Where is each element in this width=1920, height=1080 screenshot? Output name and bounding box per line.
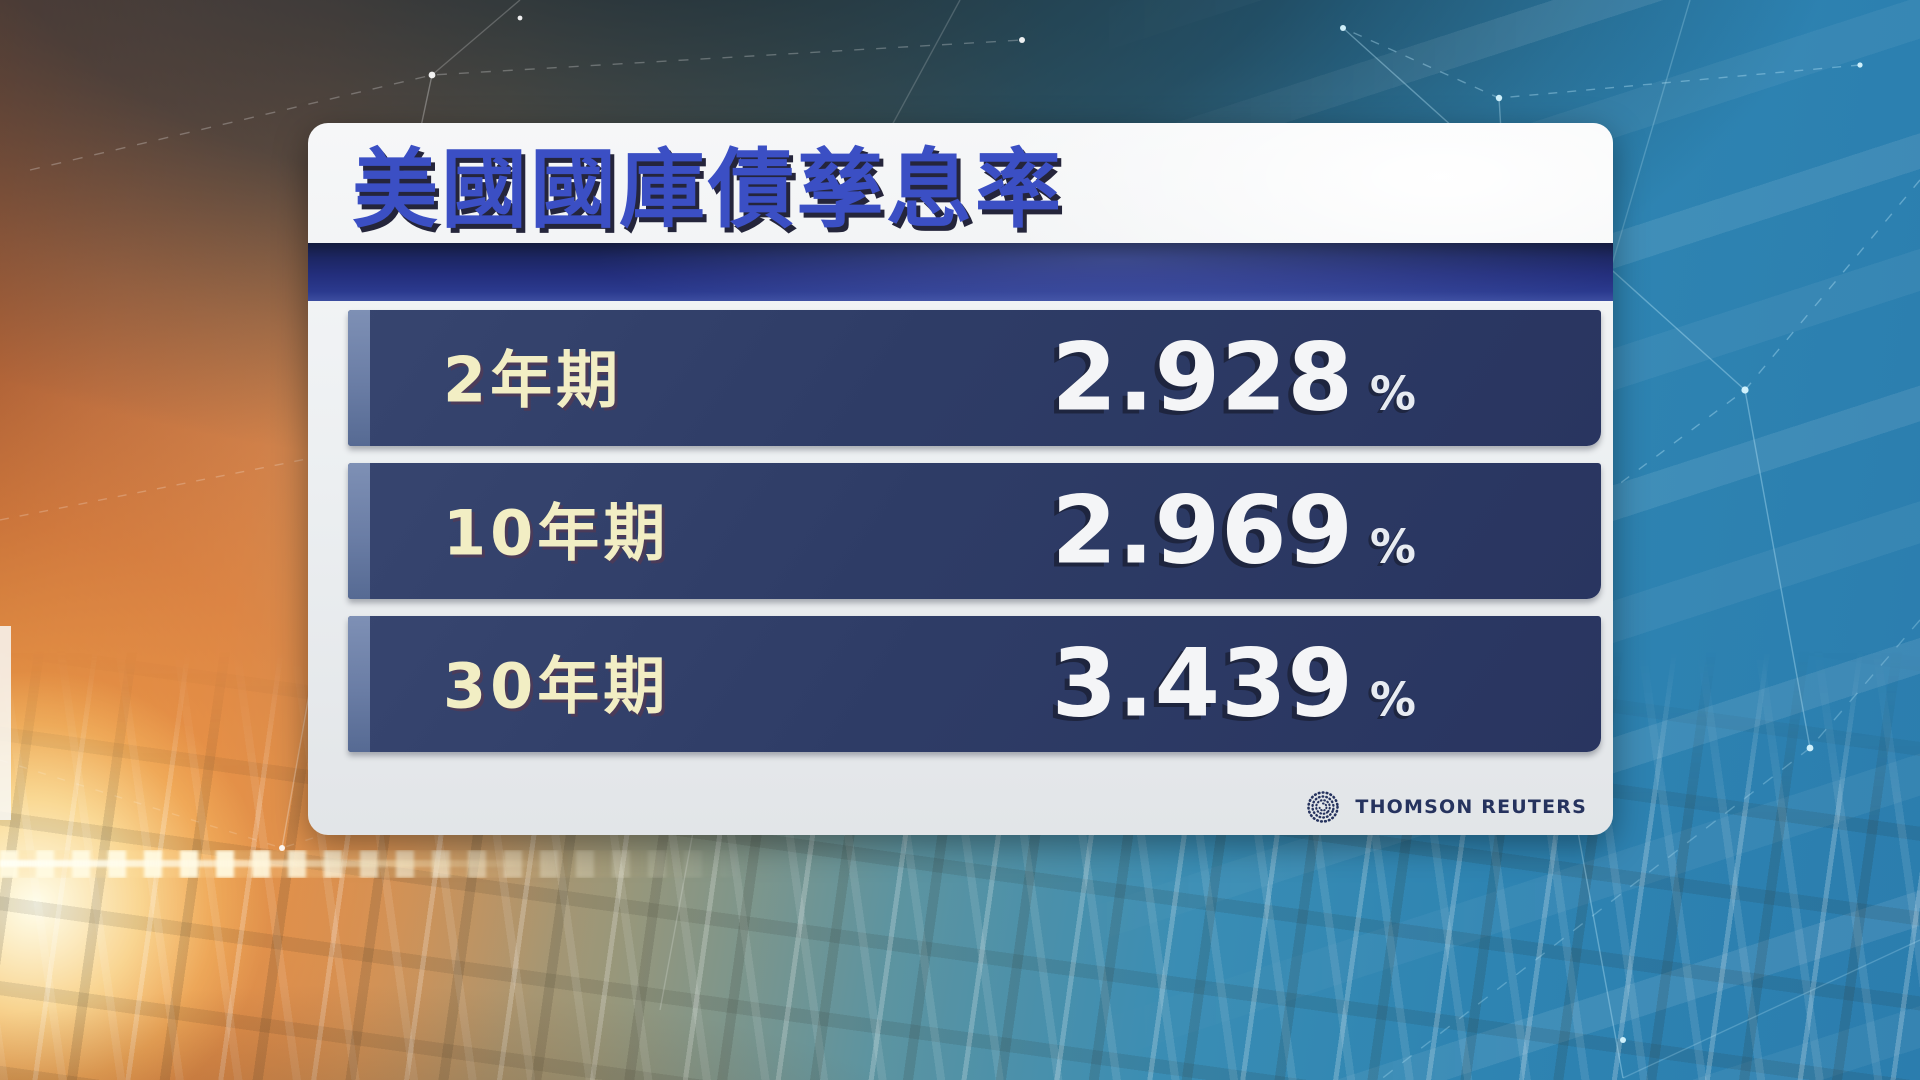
yields-card: 美國國庫債孳息率 2年期 2.928 % 10年期 2.969 % 30年期 3…	[308, 123, 1613, 835]
tenor-label: 30年期	[443, 649, 670, 723]
yield-number: 3.439	[1051, 629, 1354, 739]
table-row: 30年期 3.439 %	[348, 616, 1601, 752]
percent-sign: %	[1369, 366, 1416, 421]
table-row: 10年期 2.969 %	[348, 463, 1601, 599]
percent-sign: %	[1369, 519, 1416, 574]
yield-number: 2.928	[1051, 323, 1354, 433]
background-light-streak-core	[0, 860, 560, 867]
background-edge-highlight	[0, 626, 11, 820]
table-row: 2年期 2.928 %	[348, 310, 1601, 446]
card-title: 美國國庫債孳息率	[352, 140, 1064, 240]
thomson-reuters-logo: THOMSON REUTERS	[1304, 787, 1587, 827]
title-underline-band	[308, 243, 1613, 301]
thomson-reuters-kinesis-icon	[1307, 791, 1340, 823]
yield-value: 2.928 %	[1052, 324, 1416, 433]
logo-wordmark: THOMSON REUTERS	[1355, 796, 1587, 818]
tenor-label: 2年期	[443, 343, 623, 417]
percent-sign: %	[1369, 672, 1416, 727]
tenor-label: 10年期	[443, 496, 670, 570]
yield-value: 3.439 %	[1052, 630, 1416, 739]
yield-value: 2.969 %	[1052, 477, 1416, 586]
yield-number: 2.969	[1051, 476, 1354, 586]
